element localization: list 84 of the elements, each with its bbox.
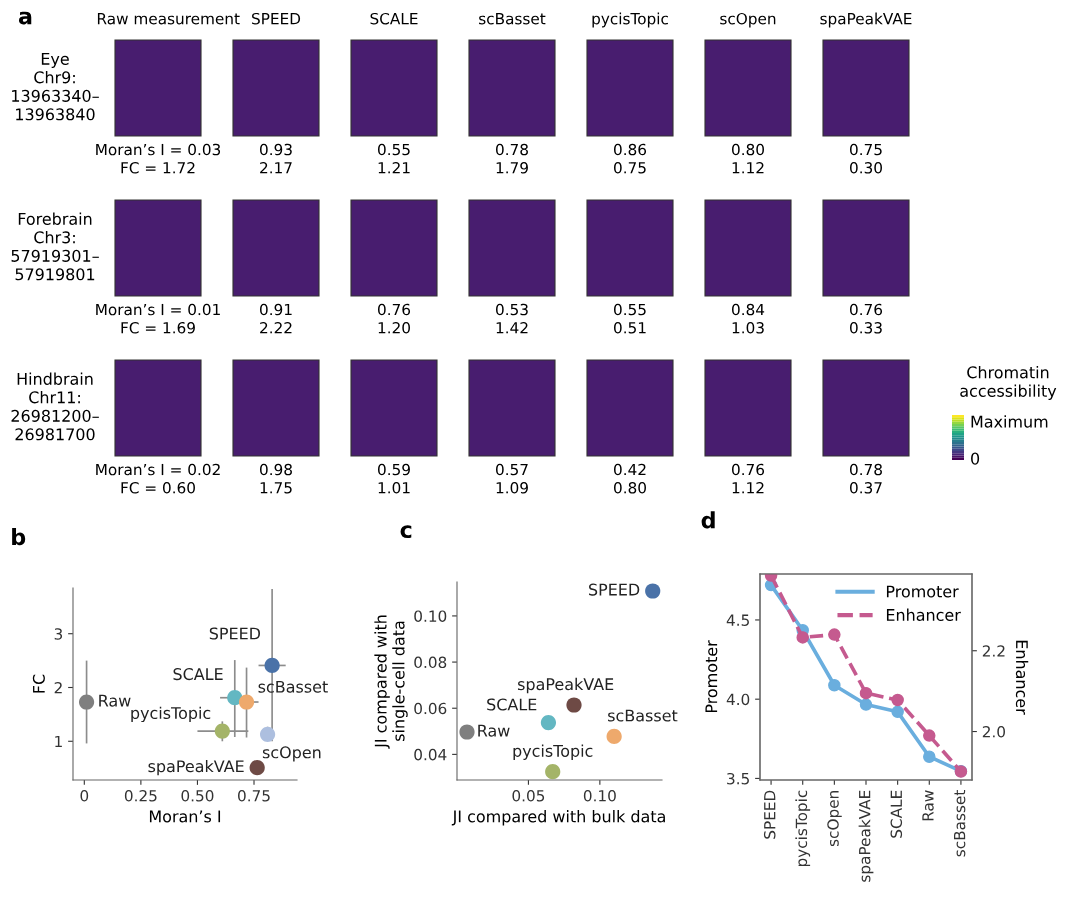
text: 0.59 1.01 bbox=[378, 463, 410, 494]
x-tick-label: SPEED bbox=[763, 790, 776, 839]
text: a bbox=[18, 11, 32, 25]
category-label: SPEED bbox=[252, 12, 301, 25]
series-label: Raw bbox=[478, 724, 510, 737]
series-label: spaPeakVAE bbox=[148, 759, 244, 776]
text: 0.76 1.12 bbox=[732, 463, 765, 494]
y-tick-label: 4.0 bbox=[726, 693, 750, 706]
category-label: pycisTopic bbox=[592, 12, 668, 28]
series-label: SPEED bbox=[209, 627, 261, 640]
text: 0 bbox=[971, 452, 980, 465]
y2-tick-label: 2.2 bbox=[982, 645, 1005, 657]
y-tick-label: 0.10 bbox=[414, 610, 447, 622]
x-axis-title: Moran’s I bbox=[149, 810, 221, 823]
category-label: Forebrain Chr3: 57919301– 57919801 bbox=[11, 212, 99, 281]
text: 0.55 1.21 bbox=[378, 143, 410, 174]
y-tick-label: 0.08 bbox=[414, 656, 447, 669]
text: 0.42 0.80 bbox=[614, 463, 646, 494]
series-label: scBasset bbox=[608, 709, 678, 722]
text: 0.76 0.33 bbox=[850, 303, 883, 334]
x-tick-label: scOpen bbox=[827, 791, 842, 847]
text: 0.78 0.37 bbox=[850, 463, 882, 494]
series-label: scOpen bbox=[262, 746, 321, 762]
x-tick-label: 0.10 bbox=[583, 789, 616, 802]
x-tick-label: 0 bbox=[80, 789, 89, 802]
x-tick-label: Raw bbox=[922, 790, 934, 821]
series-label: Raw bbox=[99, 694, 131, 707]
text: 0.91 2.22 bbox=[260, 303, 292, 334]
color-bar-title: Chromatin accessibility bbox=[960, 366, 1057, 400]
category-label: Raw measurement bbox=[97, 13, 240, 25]
x-tick-label: 0.50 bbox=[181, 789, 214, 802]
chart-title: b bbox=[12, 528, 26, 546]
y-tick-label: 3 bbox=[54, 628, 63, 640]
x-axis-title: JI compared with bulk data bbox=[451, 810, 665, 826]
series-label: pycisTopic bbox=[513, 744, 593, 760]
chart-title: c bbox=[400, 525, 412, 539]
x-tick-label: SCALE bbox=[890, 790, 903, 838]
text: 0.75 0.30 bbox=[850, 143, 882, 174]
y-tick-label: 1 bbox=[55, 735, 62, 748]
y-axis-title: Promoter bbox=[705, 640, 718, 713]
series-label: SCALE bbox=[487, 698, 537, 711]
y-tick-label: 0.04 bbox=[414, 748, 447, 761]
legend-label: Promoter bbox=[886, 585, 959, 598]
series-label: pycisTopic bbox=[131, 706, 211, 723]
y2-axis-title: Enhancer bbox=[1015, 640, 1029, 715]
y-axis-title: FC bbox=[32, 674, 45, 693]
category-label: Eye Chr9: 13963340– 13963840 bbox=[12, 53, 99, 121]
x-tick-label: pycisTopic bbox=[795, 790, 811, 867]
text: 0.86 0.75 bbox=[614, 143, 647, 174]
text: Moran’s I = 0.02 FC = 0.60 bbox=[96, 463, 220, 494]
text: 0.98 1.75 bbox=[260, 463, 292, 494]
x-tick-label: 0.25 bbox=[124, 789, 157, 802]
series-label: scBasset bbox=[258, 680, 328, 693]
y-tick-label: 4.5 bbox=[726, 614, 749, 626]
y-tick-label: 3.5 bbox=[727, 772, 749, 785]
text: 0.78 1.79 bbox=[496, 143, 528, 174]
series-label: SPEED bbox=[589, 583, 640, 596]
text: 0.76 1.20 bbox=[378, 303, 411, 334]
category-label: spaPeakVAE bbox=[820, 12, 912, 28]
legend-label: Enhancer bbox=[886, 608, 961, 621]
y-tick-label: 2 bbox=[54, 681, 62, 694]
y2-tick-label: 2.0 bbox=[982, 725, 1005, 738]
text: 0.57 1.09 bbox=[496, 463, 528, 494]
x-tick-label: spaPeakVAE bbox=[858, 790, 874, 882]
category-label: SCALE bbox=[370, 12, 418, 25]
x-tick-label: 0.05 bbox=[512, 789, 545, 802]
text: Maximum bbox=[971, 415, 1048, 428]
text: Moran’s I = 0.01 FC = 1.69 bbox=[96, 303, 220, 334]
series-label: SCALE bbox=[173, 668, 223, 681]
text: Moran’s I = 0.03 FC = 1.72 bbox=[96, 143, 221, 174]
series-label: spaPeakVAE bbox=[517, 677, 614, 694]
text: 0.80 1.12 bbox=[732, 143, 764, 174]
x-tick-label: scBasset bbox=[954, 790, 966, 857]
category-label: Hindbrain Chr11: 26981200– 26981700 bbox=[11, 372, 99, 441]
y-axis-title: JI compared with single-cell data bbox=[374, 615, 408, 749]
text: 0.53 1.42 bbox=[496, 303, 528, 334]
text: 0.55 0.51 bbox=[614, 303, 646, 334]
x-tick-label: 0.75 bbox=[238, 789, 270, 802]
text: 0.93 2.17 bbox=[260, 143, 292, 174]
text: 0.84 1.03 bbox=[732, 303, 765, 334]
category-label: scOpen bbox=[720, 12, 776, 28]
category-label: scBasset bbox=[479, 13, 546, 25]
y-tick-label: 0.06 bbox=[414, 702, 447, 715]
chart-title: d bbox=[701, 511, 715, 529]
